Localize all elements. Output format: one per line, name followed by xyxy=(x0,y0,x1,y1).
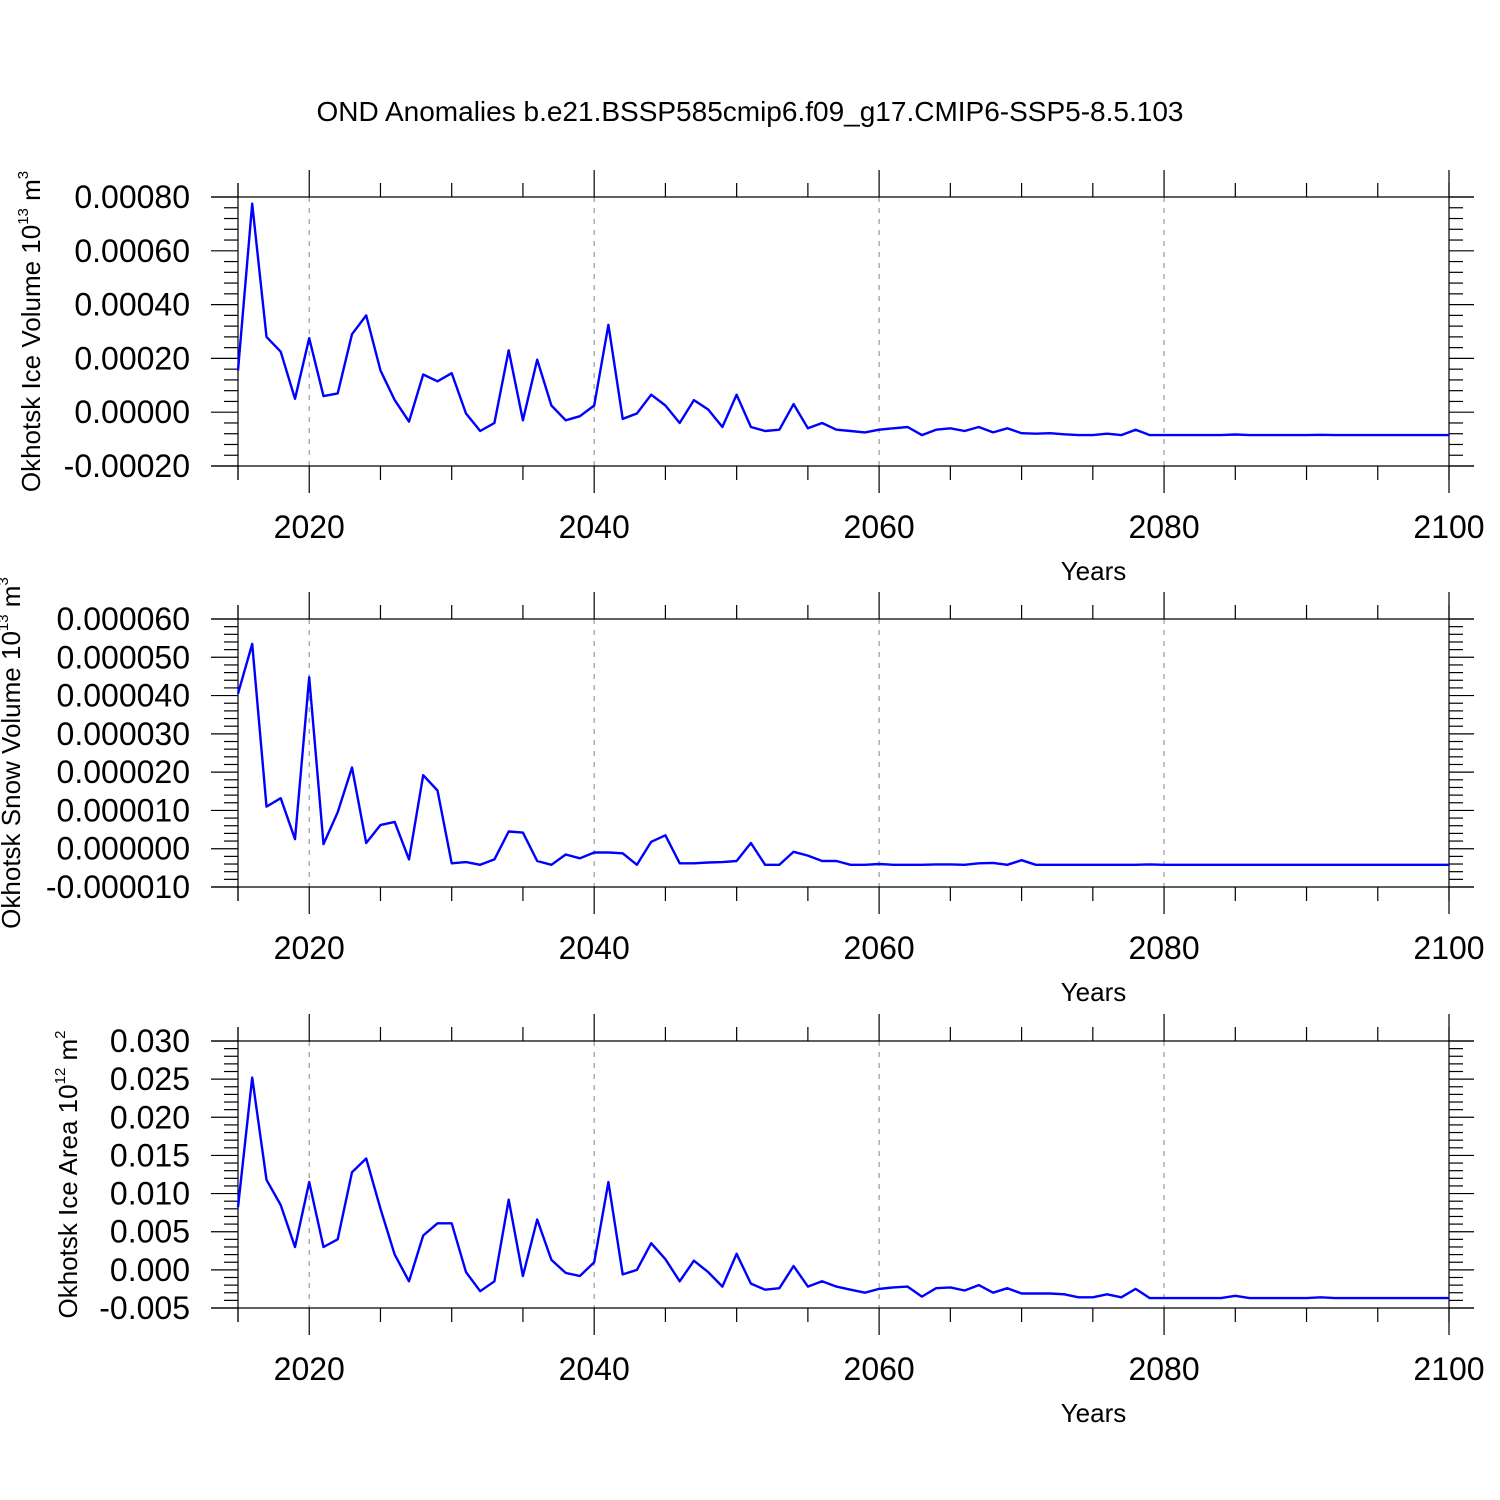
x-tick-label: 2040 xyxy=(559,930,630,966)
y-tick-label: 0.00040 xyxy=(74,287,190,323)
chart-panel-3: 2020 2040 2060 2080 2100 0.0300.0250.0200.015… xyxy=(52,1014,1485,1428)
x-tick-label: 2060 xyxy=(844,509,915,545)
x-tick-label: 2020 xyxy=(274,930,345,966)
x-axis-label: Years xyxy=(1061,556,1127,586)
x-tick-label: 2100 xyxy=(1413,930,1484,966)
series-line xyxy=(236,642,1449,866)
y-tick-label: 0.00000 xyxy=(74,394,190,430)
y-tick-label: 0.020 xyxy=(110,1099,190,1135)
y-axis-label: Okhotsk Ice Area 1012 m2 xyxy=(52,1030,83,1318)
y-tick-label: 0.00020 xyxy=(74,340,190,376)
y-tick-label: -0.00020 xyxy=(64,448,190,484)
x-tick-label: 2040 xyxy=(559,1351,630,1387)
y-tick-label: 0.005 xyxy=(110,1214,190,1250)
x-axis-label: Years xyxy=(1061,1398,1127,1428)
y-tick-label: -0.005 xyxy=(99,1290,190,1326)
chart-panel-2: 2020 2040 2060 2080 21000.0000600.0000500.00… xyxy=(0,577,1485,1007)
x-tick-label: 2100 xyxy=(1413,1351,1484,1387)
x-tick-label: 2020 xyxy=(274,1351,345,1387)
y-tick-label: 0.00060 xyxy=(74,233,190,269)
y-tick-label: 0.025 xyxy=(110,1061,190,1097)
y-tick-label: 0.000010 xyxy=(57,792,190,828)
y-label-superscript: 13 xyxy=(0,614,12,631)
x-tick-label: 2080 xyxy=(1128,930,1199,966)
y-label-superscript: 13 xyxy=(15,208,32,225)
y-tick-label: 0.010 xyxy=(110,1176,190,1212)
y-label-superscript: 2 xyxy=(52,1030,69,1038)
chart-panel-1: 2020 2040 2060 2080 2100 0.00080 0.00060 0.0004… xyxy=(15,170,1485,586)
figure-title: OND Anomalies b.e21.BSSP585cmip6.f09_g17… xyxy=(317,96,1184,127)
x-tick-label: 2100 xyxy=(1413,509,1484,545)
x-tick-label: 2080 xyxy=(1128,509,1199,545)
y-label-text: Okhotsk Ice Volume 10 xyxy=(16,225,46,492)
x-tick-label: 2020 xyxy=(274,509,345,545)
panels: 2020 2040 2060 2080 2100 0.00080 0.00060 0.0004… xyxy=(0,170,1485,1428)
x-axis-label: Years xyxy=(1061,977,1127,1007)
y-label-text: Okhotsk Snow Volume 10 xyxy=(0,631,26,929)
y-label-text: m xyxy=(16,179,46,208)
y-tick-label: 0.000060 xyxy=(57,601,190,637)
y-tick-label: 0.000020 xyxy=(57,754,190,790)
y-label-text: m xyxy=(53,1039,83,1068)
y-tick-label: 0.00080 xyxy=(74,179,190,215)
y-tick-label: 0.000030 xyxy=(57,716,190,752)
y-axis-label: Okhotsk Ice Volume 1013 m3 xyxy=(15,171,46,492)
y-tick-label: 0.000040 xyxy=(57,678,190,714)
y-label-text: Okhotsk Ice Area 10 xyxy=(53,1084,83,1318)
y-tick-label: 0.030 xyxy=(110,1023,190,1059)
y-tick-label: 0.000000 xyxy=(57,831,190,867)
y-tick-label: 0.000 xyxy=(110,1252,190,1288)
y-label-text: m xyxy=(0,586,26,615)
y-tick-label: 0.000050 xyxy=(57,639,190,675)
series-line xyxy=(236,202,1449,437)
x-tick-label: 2060 xyxy=(844,1351,915,1387)
y-label-superscript: 3 xyxy=(15,171,32,179)
x-tick-label: 2080 xyxy=(1128,1351,1199,1387)
y-axis-label: Okhotsk Snow Volume 1013 m3 xyxy=(0,577,26,929)
y-label-superscript: 3 xyxy=(0,577,12,585)
y-tick-label: 0.015 xyxy=(110,1137,190,1173)
series-line xyxy=(236,1076,1449,1300)
x-tick-label: 2060 xyxy=(844,930,915,966)
x-tick-label: 2040 xyxy=(559,509,630,545)
y-label-superscript: 12 xyxy=(52,1068,69,1085)
y-tick-label: -0.000010 xyxy=(46,869,190,905)
